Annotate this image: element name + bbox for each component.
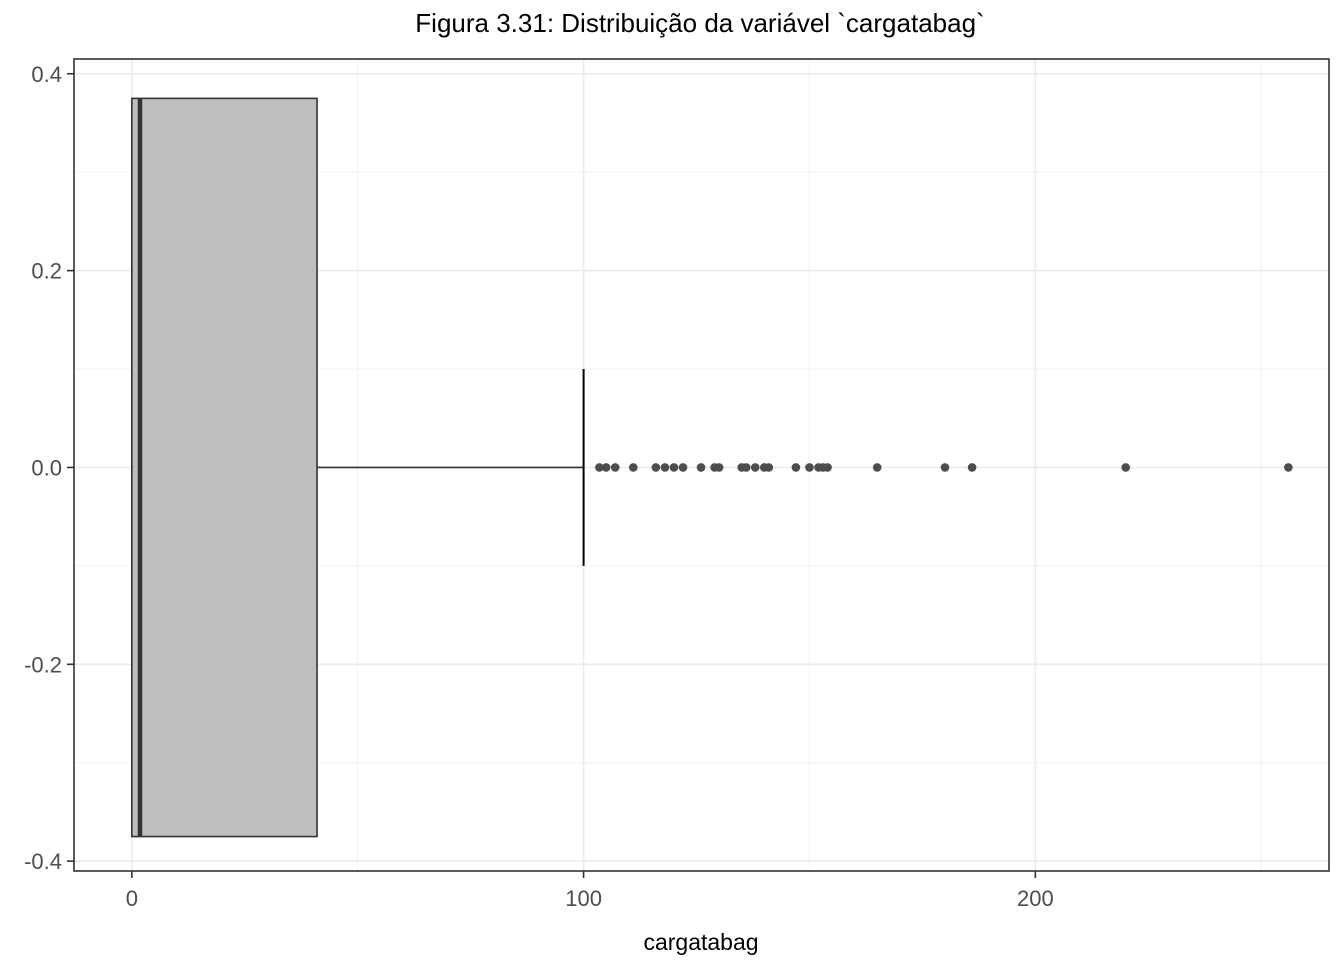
outlier-point <box>805 463 814 472</box>
x-tick-label: 100 <box>565 886 602 911</box>
outlier-point <box>872 463 882 472</box>
outlier-point <box>764 463 774 472</box>
outlier-point <box>967 463 977 472</box>
iqr-box <box>131 97 318 838</box>
outlier-point <box>741 463 751 472</box>
panel-border <box>73 58 1330 872</box>
outliers <box>595 463 1293 472</box>
x-axis-label: cargatabag <box>643 929 758 955</box>
outlier-point <box>678 463 688 472</box>
outlier-point <box>823 463 832 472</box>
y-tick-label: -0.2 <box>24 652 62 677</box>
outlier-point <box>660 463 670 472</box>
outlier-point <box>601 463 611 472</box>
outlier-point <box>1284 463 1293 472</box>
outlier-point <box>714 463 724 472</box>
x-tick-label: 200 <box>1017 886 1054 911</box>
outlier-point <box>1121 463 1131 472</box>
y-tick-label: -0.4 <box>24 849 62 874</box>
outlier-point <box>669 463 679 472</box>
outlier-point <box>696 463 706 472</box>
chart-title: Figura 3.31: Distribuição da variável `c… <box>415 8 984 38</box>
y-tick-label: 0.0 <box>31 455 62 480</box>
y-tick-label: 0.2 <box>31 259 62 284</box>
y-axis: -0.4 -0.2 0.0 0.2 0.4 <box>24 62 74 874</box>
outlier-point <box>610 463 620 472</box>
outlier-point <box>750 463 760 472</box>
outlier-point <box>791 463 801 472</box>
box-layer <box>131 97 585 838</box>
outlier-point <box>595 463 604 472</box>
y-tick-label: 0.4 <box>31 62 62 87</box>
x-axis: 0 100 200 <box>126 871 1054 911</box>
outlier-point <box>628 463 638 472</box>
x-tick-label: 0 <box>126 886 138 911</box>
outlier-point <box>651 463 661 472</box>
outlier-point <box>940 463 950 472</box>
